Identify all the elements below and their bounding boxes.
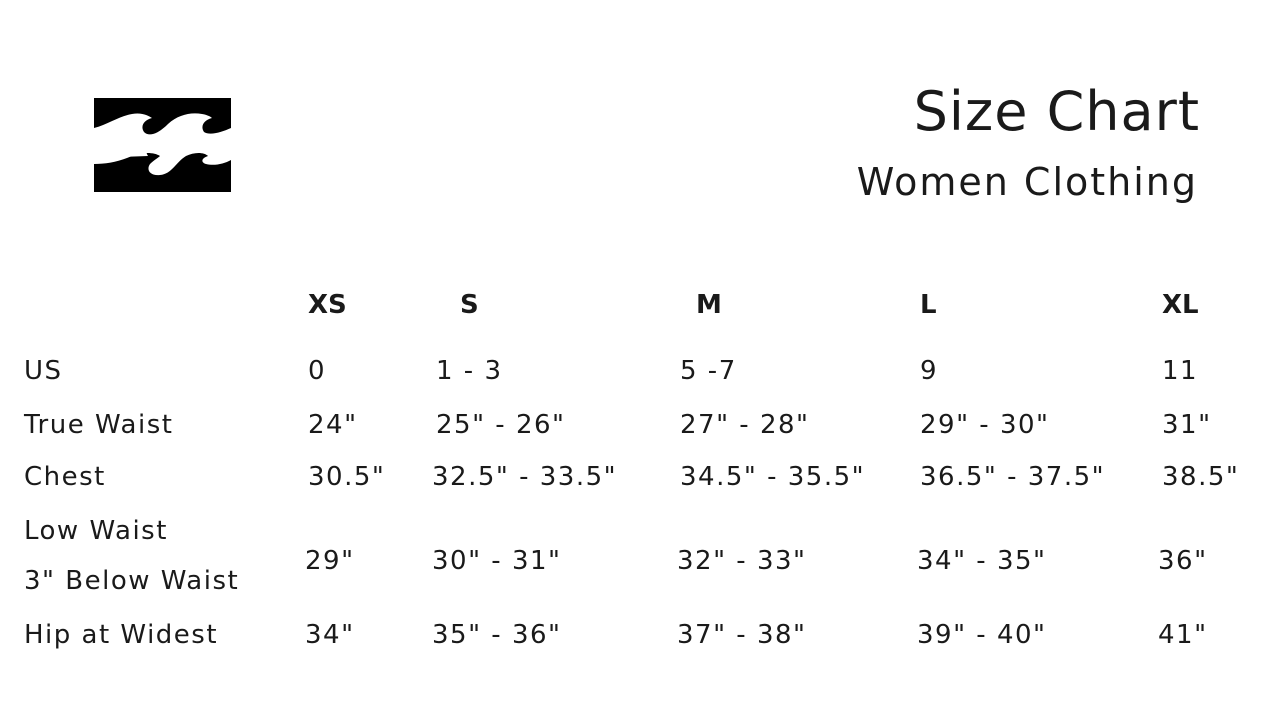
table-cell: 24" (308, 410, 358, 440)
table-cell: 35" - 36" (432, 620, 562, 650)
size-header-m: M (696, 290, 722, 320)
row-label: Chest (24, 462, 106, 492)
table-cell: 31" (1162, 410, 1212, 440)
table-cell: 27" - 28" (680, 410, 810, 440)
table-cell: 30.5" (308, 462, 386, 492)
table-cell: 36.5" - 37.5" (920, 462, 1106, 492)
table-cell: 39" - 40" (917, 620, 1047, 650)
brand-logo (94, 98, 231, 192)
table-cell: 41" (1158, 620, 1208, 650)
table-cell: 38.5" (1162, 462, 1240, 492)
table-cell: 34" - 35" (917, 546, 1047, 576)
table-cell: 0 (308, 356, 327, 386)
table-cell: 34" (305, 620, 355, 650)
table-cell: 11 (1162, 356, 1199, 386)
size-header-xs: XS (308, 290, 347, 320)
row-label: Hip at Widest (24, 620, 219, 650)
table-cell: 30" - 31" (432, 546, 562, 576)
table-cell: 36" (1158, 546, 1208, 576)
table-cell: 32" - 33" (677, 546, 807, 576)
page-title: Size Chart (913, 80, 1200, 143)
size-header-l: L (920, 290, 937, 320)
page-subtitle: Women Clothing (856, 160, 1198, 204)
table-cell: 37" - 38" (677, 620, 807, 650)
row-label: Low Waist (24, 516, 168, 546)
row-label: US (24, 356, 63, 386)
size-header-s: S (460, 290, 479, 320)
table-cell: 25" - 26" (436, 410, 566, 440)
table-cell: 32.5" - 33.5" (432, 462, 618, 492)
table-cell: 29" (305, 546, 355, 576)
row-label-secondary: 3" Below Waist (24, 566, 240, 596)
table-cell: 34.5" - 35.5" (680, 462, 866, 492)
table-cell: 29" - 30" (920, 410, 1050, 440)
row-label: True Waist (24, 410, 174, 440)
table-cell: 1 - 3 (436, 356, 503, 386)
size-header-xl: XL (1162, 290, 1199, 320)
table-cell: 9 (920, 356, 939, 386)
table-cell: 5 -7 (680, 356, 737, 386)
